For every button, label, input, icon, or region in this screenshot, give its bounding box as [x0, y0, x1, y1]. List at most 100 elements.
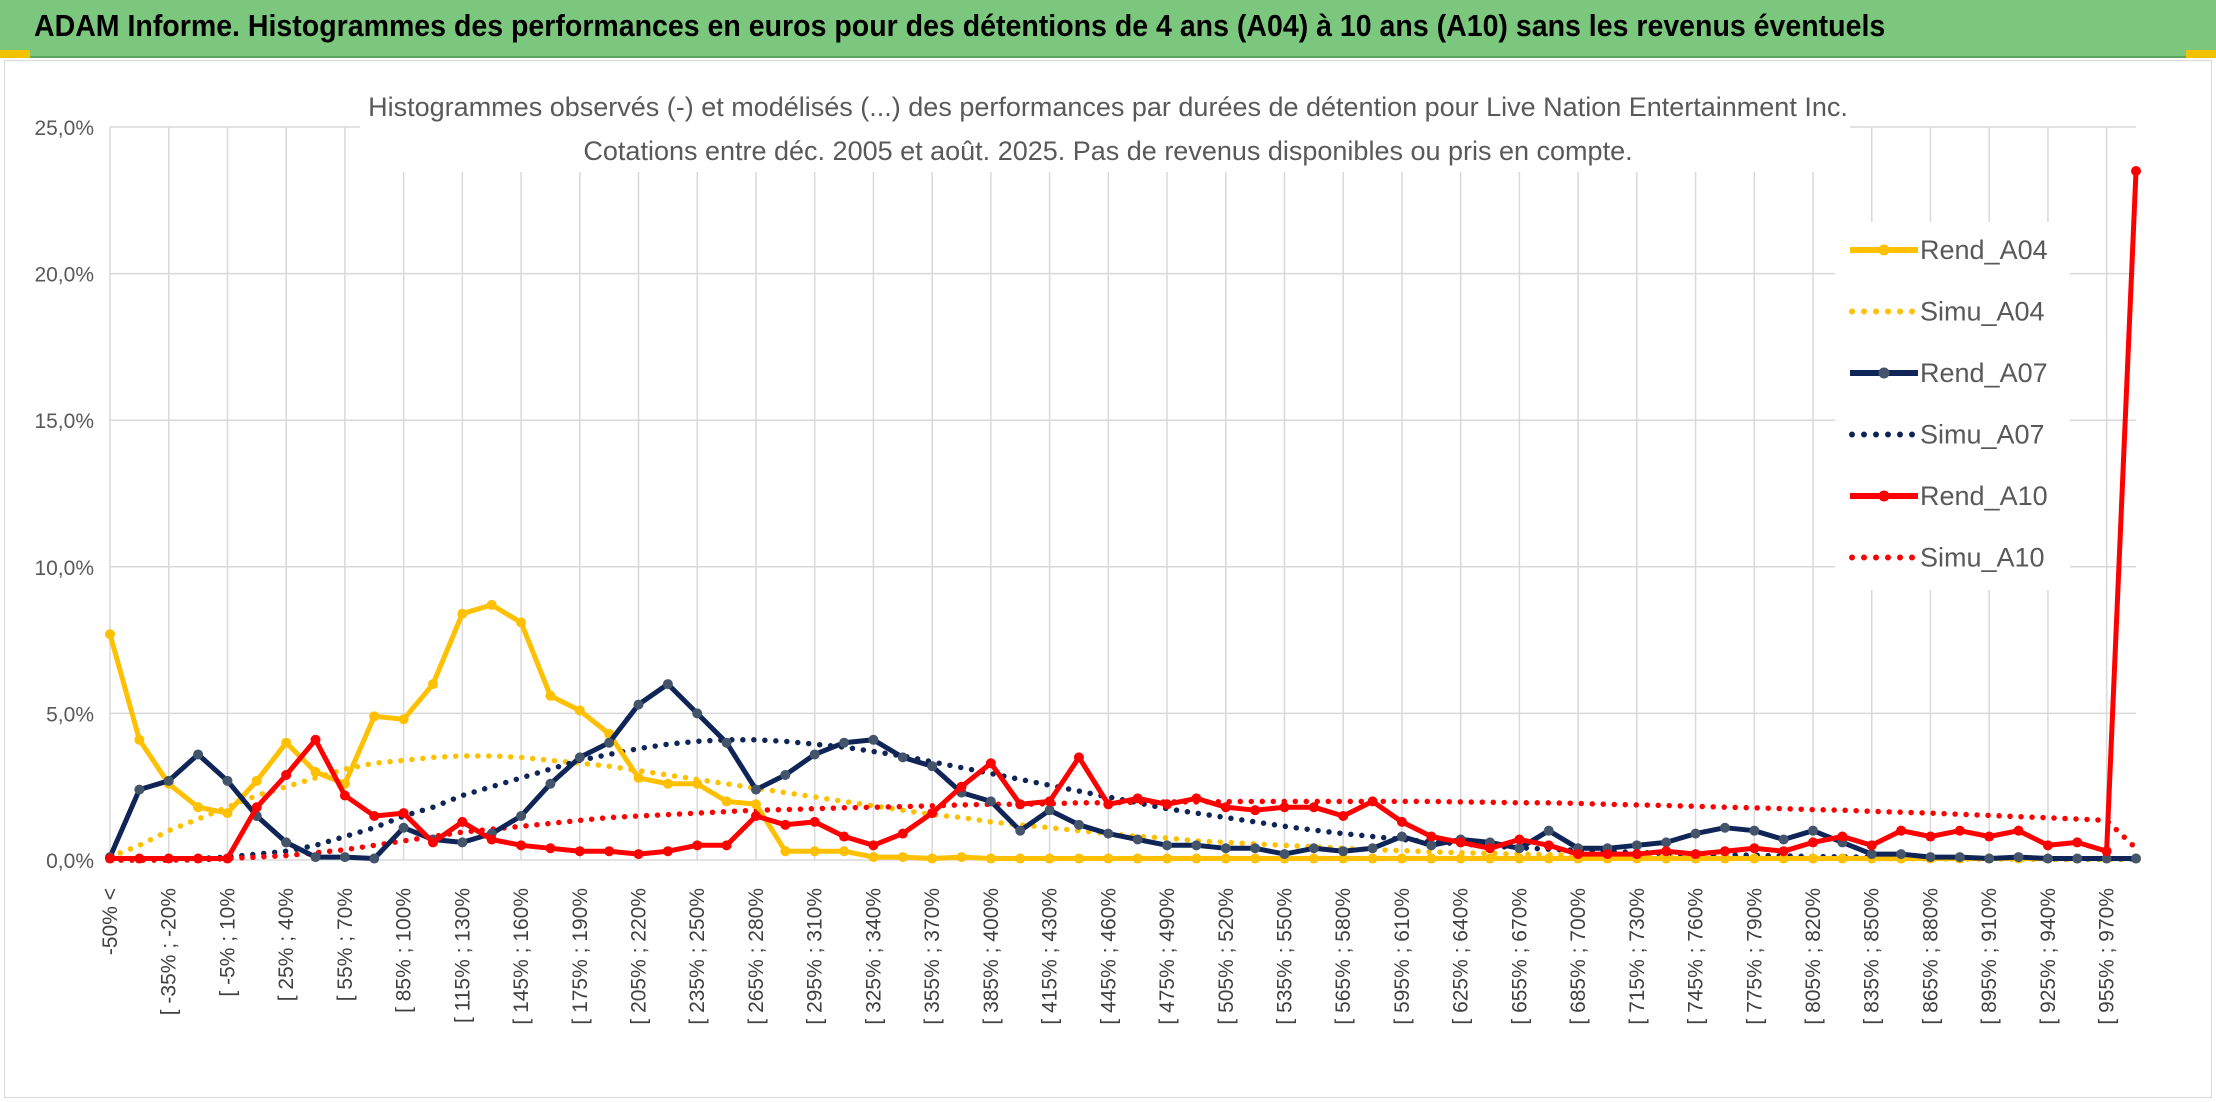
x-tick-label: [ 445% ; 460% [1097, 888, 1120, 1025]
point-Rend_A07 [750, 784, 761, 795]
x-tick-label: [ 265% ; 280% [745, 888, 768, 1025]
point-Rend_A04 [662, 778, 673, 789]
point-Rend_A07 [692, 708, 703, 719]
y-tick-label: 15,0% [34, 410, 94, 433]
point-Rend_A04 [105, 629, 115, 640]
y-axis-ticks: 0,0% 5,0% 10,0% 15,0% 20,0% 25,0% [34, 117, 94, 873]
point-Rend_A04 [1837, 853, 1848, 864]
point-Rend_A10 [1015, 799, 1026, 810]
point-Rend_A10 [574, 846, 585, 857]
point-Rend_A07 [780, 769, 791, 780]
point-Rend_A10 [1984, 831, 1995, 842]
point-Rend_A10 [1602, 849, 1613, 860]
point-Rend_A07 [1396, 831, 1407, 842]
point-Rend_A04 [1426, 853, 1437, 864]
point-Rend_A07 [310, 852, 321, 863]
point-Rend_A07 [633, 699, 644, 710]
point-Rend_A04 [1308, 853, 1319, 864]
point-Rend_A10 [1514, 834, 1525, 845]
x-tick-label: [ 145% ; 160% [510, 888, 533, 1025]
point-Rend_A04 [251, 775, 262, 786]
point-Rend_A10 [486, 834, 497, 845]
legend-label-Simu_A04: Simu_A04 [1920, 297, 2045, 327]
point-Rend_A10 [721, 840, 732, 851]
point-Rend_A04 [516, 617, 527, 628]
point-Rend_A04 [839, 846, 850, 857]
point-Rend_A07 [1719, 822, 1730, 833]
point-Rend_A10 [398, 808, 409, 819]
point-Rend_A10 [222, 853, 233, 864]
x-tick-label: [ 955% ; 970% [2096, 888, 2119, 1025]
point-Rend_A04 [369, 711, 380, 722]
point-Rend_A10 [516, 840, 527, 851]
x-tick-label: [ 475% ; 490% [1156, 888, 1179, 1025]
x-tick-label: [ 655% ; 670% [1508, 888, 1531, 1025]
point-Rend_A04 [721, 796, 732, 807]
point-Rend_A10 [692, 840, 703, 851]
point-Rend_A07 [1015, 825, 1026, 836]
series-line-Rend_A10 [110, 170, 2139, 861]
point-Rend_A07 [927, 761, 938, 772]
x-tick-label: [ 175% ; 190% [569, 888, 592, 1025]
point-Rend_A07 [868, 734, 879, 745]
point-Rend_A10 [193, 853, 204, 864]
point-Rend_A10 [2072, 837, 2083, 848]
point-Rend_A07 [1367, 843, 1378, 854]
point-Rend_A04 [134, 734, 145, 745]
x-tick-label: [ 385% ; 400% [980, 888, 1003, 1025]
point-Rend_A10 [1132, 793, 1143, 804]
point-Rend_A10 [1396, 816, 1407, 827]
point-Rend_A07 [1279, 849, 1290, 860]
x-tick-label: [ 895% ; 910% [1978, 888, 2001, 1025]
point-Rend_A04 [1162, 853, 1173, 864]
point-Rend_A07 [1514, 843, 1525, 854]
point-Rend_A10 [2131, 165, 2141, 176]
point-Rend_A10 [2042, 840, 2053, 851]
point-Rend_A10 [1896, 825, 1907, 836]
series-line-Simu_A04 [107, 753, 2139, 863]
point-Rend_A04 [398, 714, 409, 725]
point-Rend_A10 [1279, 802, 1290, 813]
point-Rend_A04 [1015, 853, 1026, 864]
point-Rend_A10 [1837, 831, 1848, 842]
x-tick-label: [ 55% ; 70% [334, 888, 357, 1001]
point-Rend_A10 [1426, 831, 1437, 842]
corner-accent-left [0, 50, 30, 58]
x-tick-label: [ 625% ; 640% [1450, 888, 1473, 1025]
point-Rend_A07 [1808, 825, 1819, 836]
point-Rend_A07 [721, 737, 732, 748]
legend-label-Rend_A04: Rend_A04 [1920, 235, 2048, 265]
point-Rend_A04 [281, 737, 292, 748]
point-Rend_A10 [2013, 825, 2024, 836]
point-Rend_A07 [1191, 840, 1202, 851]
y-tick-label: 0,0% [46, 850, 94, 873]
point-Rend_A04 [222, 808, 233, 819]
x-tick-label: [ 685% ; 700% [1567, 888, 1590, 1025]
x-tick-label: [ 205% ; 220% [628, 888, 651, 1025]
point-Rend_A07 [574, 752, 585, 763]
point-Rend_A07 [2013, 852, 2024, 863]
x-tick-label: [ 415% ; 430% [1039, 888, 1062, 1025]
point-Rend_A04 [1220, 853, 1231, 864]
point-Rend_A07 [1925, 852, 1936, 863]
point-Rend_A10 [956, 781, 967, 792]
point-Rend_A04 [1514, 853, 1525, 864]
point-Rend_A07 [1132, 834, 1143, 845]
point-Rend_A10 [427, 837, 438, 848]
point-Rend_A07 [516, 811, 527, 822]
chart-series [105, 165, 2141, 864]
point-Rend_A10 [1367, 796, 1378, 807]
point-Rend_A10 [545, 843, 556, 854]
legend-label-Simu_A07: Simu_A07 [1920, 420, 2045, 450]
chart-gridlines [109, 126, 2136, 861]
point-Rend_A04 [486, 599, 497, 610]
point-Rend_A07 [662, 679, 673, 690]
point-Rend_A07 [457, 837, 468, 848]
x-tick-label: [ 235% ; 250% [686, 888, 709, 1025]
point-Rend_A10 [134, 853, 145, 864]
point-Rend_A07 [369, 853, 380, 864]
point-Rend_A07 [398, 822, 409, 833]
y-tick-label: 20,0% [34, 264, 94, 287]
point-Rend_A07 [163, 775, 174, 786]
point-Rend_A10 [457, 816, 468, 827]
